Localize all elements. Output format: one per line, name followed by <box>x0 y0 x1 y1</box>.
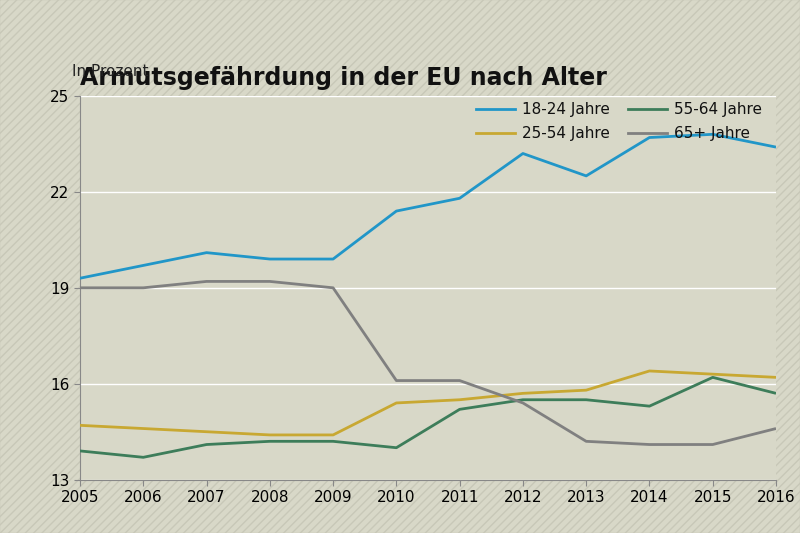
25-54 Jahre <box>391 400 401 406</box>
65+ Jahre <box>391 377 401 384</box>
55-64 Jahre <box>265 438 274 445</box>
Line: 55-64 Jahre: 55-64 Jahre <box>80 377 776 457</box>
55-64 Jahre <box>455 406 465 413</box>
65+ Jahre <box>265 278 274 285</box>
65+ Jahre <box>202 278 211 285</box>
25-54 Jahre <box>645 368 654 374</box>
25-54 Jahre <box>265 432 274 438</box>
18-24 Jahre <box>708 131 718 138</box>
65+ Jahre <box>645 441 654 448</box>
55-64 Jahre <box>391 445 401 451</box>
25-54 Jahre <box>138 425 148 432</box>
Text: Armutsgefährdung in der EU nach Alter: Armutsgefährdung in der EU nach Alter <box>80 66 607 90</box>
25-54 Jahre <box>202 429 211 435</box>
55-64 Jahre <box>138 454 148 461</box>
55-64 Jahre <box>202 441 211 448</box>
Legend: 18-24 Jahre, 25-54 Jahre, 55-64 Jahre, 65+ Jahre: 18-24 Jahre, 25-54 Jahre, 55-64 Jahre, 6… <box>470 96 768 147</box>
55-64 Jahre <box>328 438 338 445</box>
65+ Jahre <box>138 285 148 291</box>
55-64 Jahre <box>582 397 591 403</box>
25-54 Jahre <box>518 390 528 397</box>
18-24 Jahre <box>75 275 85 281</box>
65+ Jahre <box>771 425 781 432</box>
Line: 25-54 Jahre: 25-54 Jahre <box>80 371 776 435</box>
55-64 Jahre <box>771 390 781 397</box>
65+ Jahre <box>708 441 718 448</box>
Line: 18-24 Jahre: 18-24 Jahre <box>80 134 776 278</box>
18-24 Jahre <box>582 173 591 179</box>
18-24 Jahre <box>391 208 401 214</box>
65+ Jahre <box>75 285 85 291</box>
Line: 65+ Jahre: 65+ Jahre <box>80 281 776 445</box>
18-24 Jahre <box>138 262 148 269</box>
55-64 Jahre <box>708 374 718 381</box>
65+ Jahre <box>328 285 338 291</box>
65+ Jahre <box>582 438 591 445</box>
18-24 Jahre <box>202 249 211 256</box>
18-24 Jahre <box>455 195 465 201</box>
25-54 Jahre <box>455 397 465 403</box>
55-64 Jahre <box>75 448 85 454</box>
18-24 Jahre <box>771 144 781 150</box>
25-54 Jahre <box>582 387 591 393</box>
18-24 Jahre <box>645 134 654 141</box>
18-24 Jahre <box>265 256 274 262</box>
Text: In Prozent: In Prozent <box>72 64 149 79</box>
25-54 Jahre <box>75 422 85 429</box>
55-64 Jahre <box>645 403 654 409</box>
18-24 Jahre <box>518 150 528 157</box>
25-54 Jahre <box>771 374 781 381</box>
18-24 Jahre <box>328 256 338 262</box>
55-64 Jahre <box>518 397 528 403</box>
65+ Jahre <box>455 377 465 384</box>
65+ Jahre <box>518 400 528 406</box>
25-54 Jahre <box>708 371 718 377</box>
25-54 Jahre <box>328 432 338 438</box>
